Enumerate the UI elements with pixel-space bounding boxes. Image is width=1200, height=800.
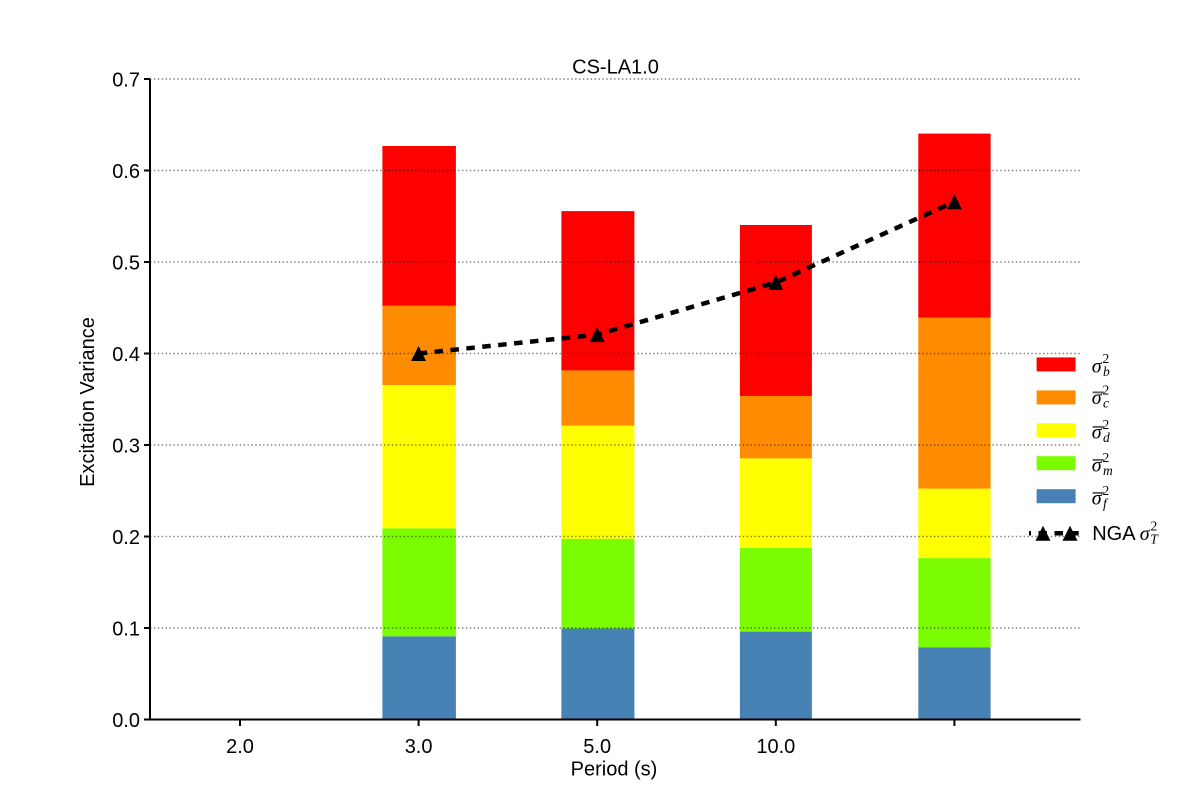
svg-text:m: m [1103,463,1113,478]
svg-text:0.7: 0.7 [112,69,140,91]
svg-text:NGA: NGA [1092,523,1136,545]
svg-text:σ: σ [1140,523,1151,545]
svg-text:σ: σ [1092,356,1103,378]
svg-text:0.0: 0.0 [112,710,140,732]
svg-text:2: 2 [1151,518,1158,533]
svg-text:c: c [1103,395,1109,410]
svg-text:3.0: 3.0 [405,736,433,758]
svg-text:Period (s): Period (s) [571,759,658,781]
svg-text:0.5: 0.5 [112,252,140,274]
svg-text:0.2: 0.2 [112,527,140,549]
svg-text:2: 2 [1103,483,1110,498]
svg-text:0.4: 0.4 [112,344,140,366]
svg-text:d: d [1103,430,1110,445]
svg-text:σ: σ [1092,487,1103,509]
svg-text:σ: σ [1092,421,1103,443]
svg-text:0.1: 0.1 [112,618,140,640]
svg-text:2: 2 [1103,417,1110,432]
svg-text:CS-LA1.0: CS-LA1.0 [572,56,659,78]
svg-text:10.0: 10.0 [756,736,795,758]
svg-text:Excitation Variance: Excitation Variance [77,317,99,487]
svg-text:0.3: 0.3 [112,435,140,457]
svg-text:2: 2 [1103,450,1110,465]
svg-text:0.6: 0.6 [112,161,140,183]
svg-text:σ: σ [1092,387,1103,409]
svg-text:T: T [1150,532,1159,547]
svg-text:2: 2 [1103,351,1110,366]
svg-text:2: 2 [1103,382,1110,397]
svg-text:σ: σ [1092,454,1103,476]
svg-text:f: f [1103,496,1109,511]
svg-text:2.0: 2.0 [226,736,254,758]
svg-text:5.0: 5.0 [583,736,611,758]
svg-text:b: b [1103,364,1110,379]
